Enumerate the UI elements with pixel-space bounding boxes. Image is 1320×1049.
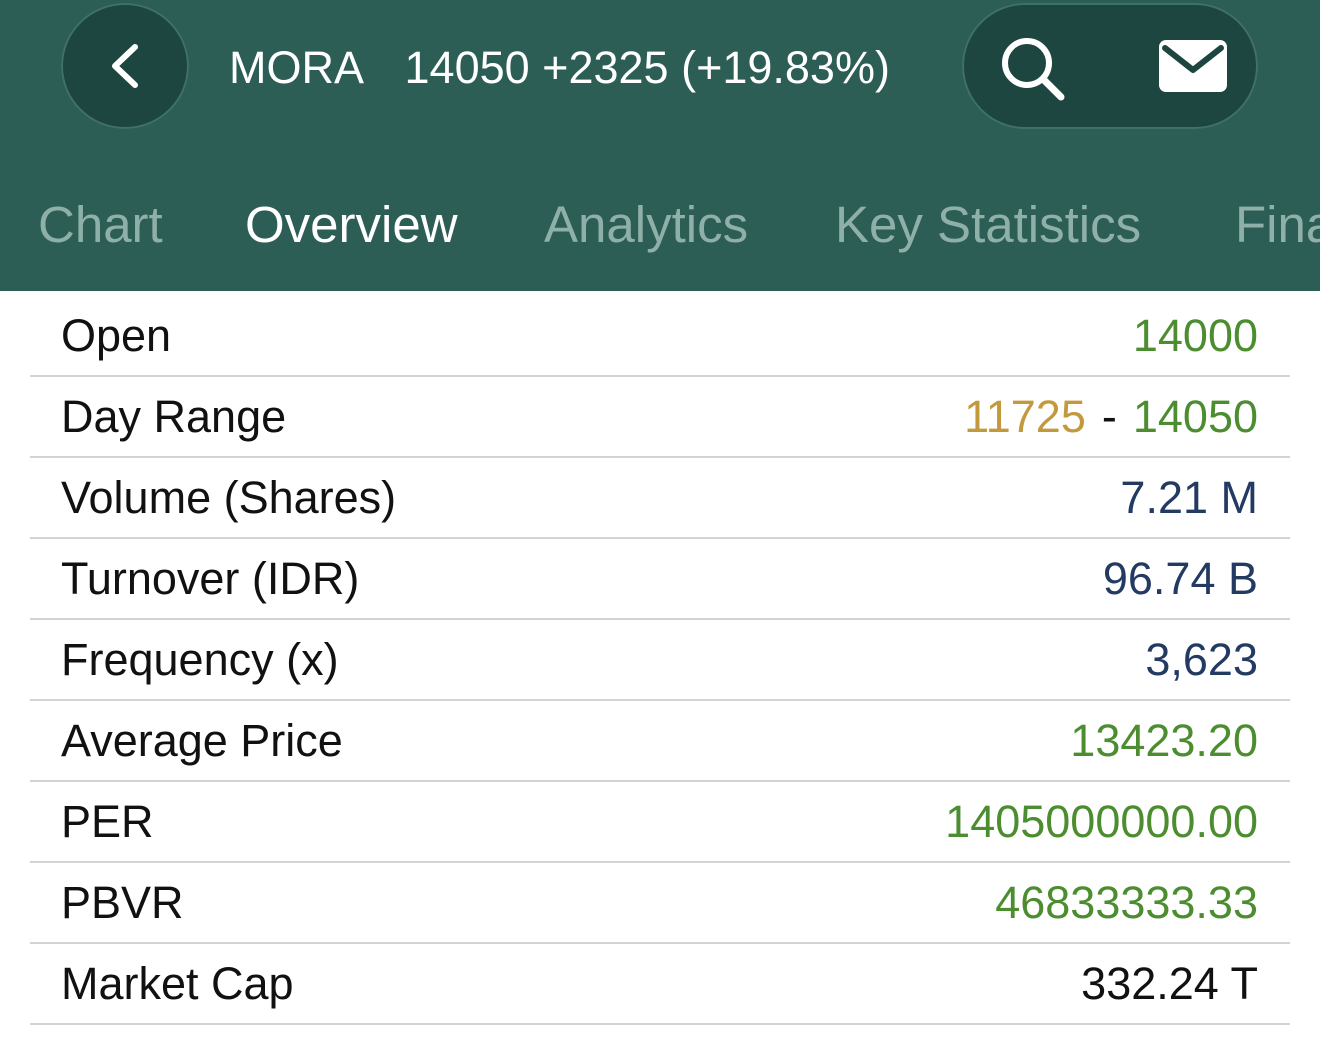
stock-change-percent: (+19.83%)	[681, 42, 890, 93]
row-pbvr: PBVR 46833333.33	[30, 863, 1290, 944]
per-label: PER	[61, 796, 154, 847]
market-cap-value: 332.24 T	[1081, 958, 1258, 1009]
volume-label: Volume (Shares)	[61, 472, 397, 523]
row-average-price: Average Price 13423.20	[30, 701, 1290, 782]
row-frequency: Frequency (x) 3,623	[30, 620, 1290, 701]
turnover-value: 96.74 B	[1102, 553, 1258, 604]
per-value: 1405000000.00	[945, 796, 1258, 847]
row-per: PER 1405000000.00	[30, 782, 1290, 863]
frequency-value: 3,623	[1145, 634, 1258, 685]
chevron-left-icon	[112, 44, 138, 88]
tab-financials[interactable]: Fina	[1235, 196, 1320, 253]
stock-title: MORA 14050 +2325 (+19.83%)	[229, 40, 890, 96]
stock-price: 14050	[404, 42, 530, 93]
tab-chart[interactable]: Chart	[38, 196, 163, 253]
row-open: Open 14000	[30, 296, 1290, 377]
average-price-value: 13423.20	[1070, 715, 1258, 766]
pbvr-label: PBVR	[61, 877, 184, 928]
tab-analytics[interactable]: Analytics	[544, 196, 749, 253]
market-cap-label: Market Cap	[61, 958, 294, 1009]
tab-overview[interactable]: Overview	[245, 196, 458, 253]
stock-symbol: MORA	[229, 42, 364, 93]
tab-bar: Chart Overview Analytics Key Statistics …	[0, 190, 1320, 260]
open-value: 14000	[1132, 310, 1258, 361]
search-icon	[1002, 38, 1065, 101]
day-range-separator: -	[1101, 391, 1117, 442]
search-button[interactable]	[1000, 36, 1066, 107]
back-button[interactable]	[61, 3, 189, 129]
turnover-label: Turnover (IDR)	[61, 553, 360, 604]
mail-icon	[1159, 40, 1227, 92]
app-header: MORA 14050 +2325 (+19.83%) Chart Overvie…	[0, 0, 1320, 291]
mail-button[interactable]	[1159, 40, 1227, 97]
frequency-label: Frequency (x)	[61, 634, 339, 685]
pbvr-value: 46833333.33	[995, 877, 1258, 928]
day-range-low: 11725	[964, 391, 1086, 442]
volume-value: 7.21 M	[1120, 472, 1258, 523]
day-range-high: 14050	[1132, 391, 1258, 442]
tab-key-statistics[interactable]: Key Statistics	[835, 196, 1142, 253]
row-market-cap: Market Cap 332.24 T	[30, 944, 1290, 1025]
day-range-label: Day Range	[61, 391, 287, 442]
row-turnover: Turnover (IDR) 96.74 B	[30, 539, 1290, 620]
day-range-value: 11725-14050	[964, 391, 1258, 443]
overview-table: Open 14000 Day Range 11725-14050 Volume …	[30, 296, 1290, 1025]
row-day-range: Day Range 11725-14050	[30, 377, 1290, 458]
row-volume: Volume (Shares) 7.21 M	[30, 458, 1290, 539]
open-label: Open	[61, 310, 172, 361]
stock-change: +2325	[542, 42, 669, 93]
average-price-label: Average Price	[61, 715, 343, 766]
